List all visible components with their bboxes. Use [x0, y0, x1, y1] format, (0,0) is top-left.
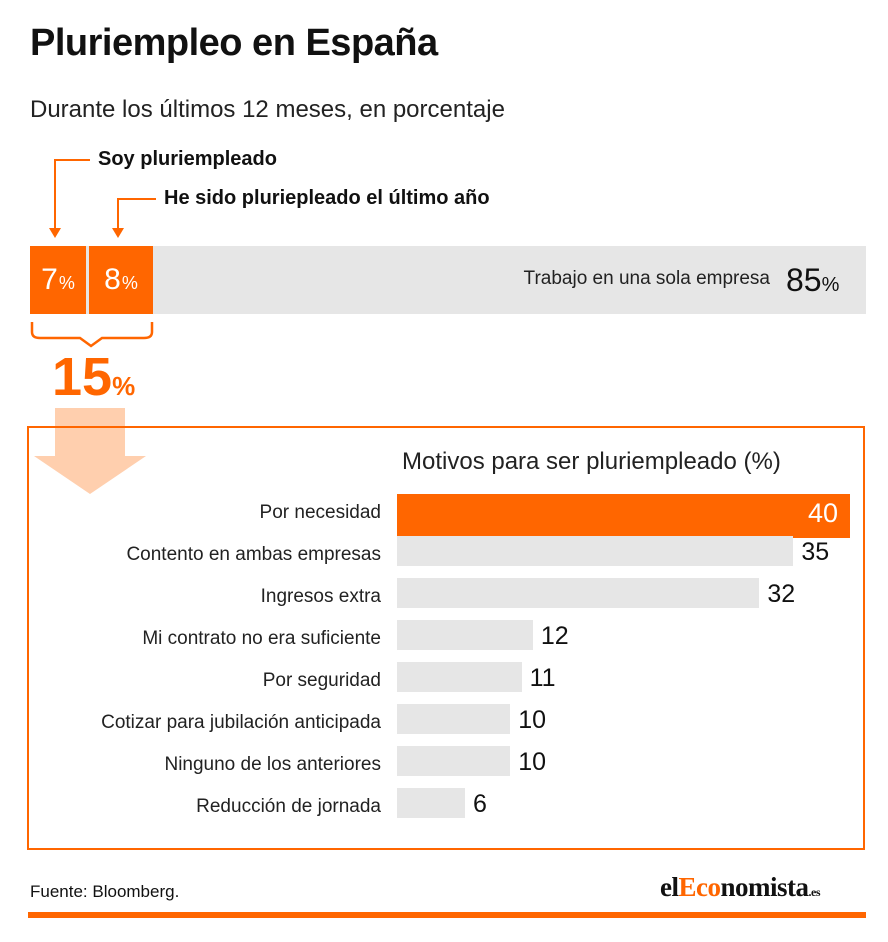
value-label: 32	[767, 580, 796, 608]
bar	[397, 662, 522, 692]
pct-sign: %	[112, 371, 136, 401]
bar	[397, 494, 850, 538]
category-label: Reducción de jornada	[196, 796, 381, 817]
value-label: 10	[518, 748, 547, 776]
value-label: 10	[518, 706, 547, 734]
category-label: Cotizar para jubilación anticipada	[101, 712, 381, 733]
value-label: 6	[472, 790, 487, 818]
reasons-panel	[27, 426, 865, 850]
brace	[30, 322, 154, 348]
past-segment: 8%	[89, 246, 153, 314]
category-label: Ingresos extra	[260, 586, 381, 607]
logo-suffix: nomista	[720, 872, 810, 902]
bar	[397, 536, 794, 566]
callout-arrowhead-current	[49, 228, 61, 238]
value-label: 35	[801, 538, 830, 566]
source-note: Fuente: Bloomberg.	[30, 882, 180, 901]
page-subtitle: Durante los últimos 12 meses, en porcent…	[30, 96, 505, 123]
down-arrow-icon	[34, 408, 146, 494]
pct-sign: %	[121, 272, 138, 293]
past-value: 8	[104, 263, 121, 296]
publisher-logo: elEconomista.es	[660, 872, 820, 903]
callout-line-current	[54, 159, 90, 230]
page-title: Pluriempleo en España	[30, 22, 438, 64]
current-value: 7	[41, 263, 58, 296]
value-label: 12	[540, 622, 569, 650]
total-value: 15	[52, 347, 113, 407]
bottom-rule	[28, 912, 866, 918]
pct-sign: %	[58, 272, 75, 293]
callout-past-label: He sido pluriepleado el último año	[164, 187, 490, 209]
logo-tld: .es	[808, 885, 821, 899]
callout-line-past	[117, 198, 156, 230]
category-label: Contento en ambas empresas	[126, 544, 381, 565]
value-label: 40	[807, 498, 838, 528]
single-employer-number: 85	[786, 262, 822, 298]
bar	[397, 578, 760, 608]
single-employer-label: Trabajo en una sola empresa	[523, 268, 770, 289]
callout-arrowhead-past	[112, 228, 124, 238]
category-label: Por seguridad	[262, 670, 381, 691]
callout-current-label: Soy pluriempleado	[98, 148, 277, 170]
logo-accent: Eco	[678, 872, 722, 902]
single-employer-value: 85%	[786, 262, 839, 299]
category-label: Ninguno de los anteriores	[164, 754, 381, 775]
bar	[397, 620, 533, 650]
bar	[397, 788, 465, 818]
category-label: Mi contrato no era suficiente	[142, 628, 381, 649]
logo-prefix: el	[660, 872, 679, 902]
chart-title: Motivos para ser pluriempleado (%)	[402, 448, 781, 475]
category-label: Por necesidad	[259, 502, 381, 523]
bar	[397, 746, 511, 776]
multi-employment-total: 15%	[52, 346, 135, 408]
pct-sign: %	[821, 274, 840, 296]
single-employer-bar	[30, 246, 866, 314]
bar	[397, 704, 511, 734]
value-label: 11	[529, 664, 556, 692]
current-segment: 7%	[30, 246, 86, 314]
